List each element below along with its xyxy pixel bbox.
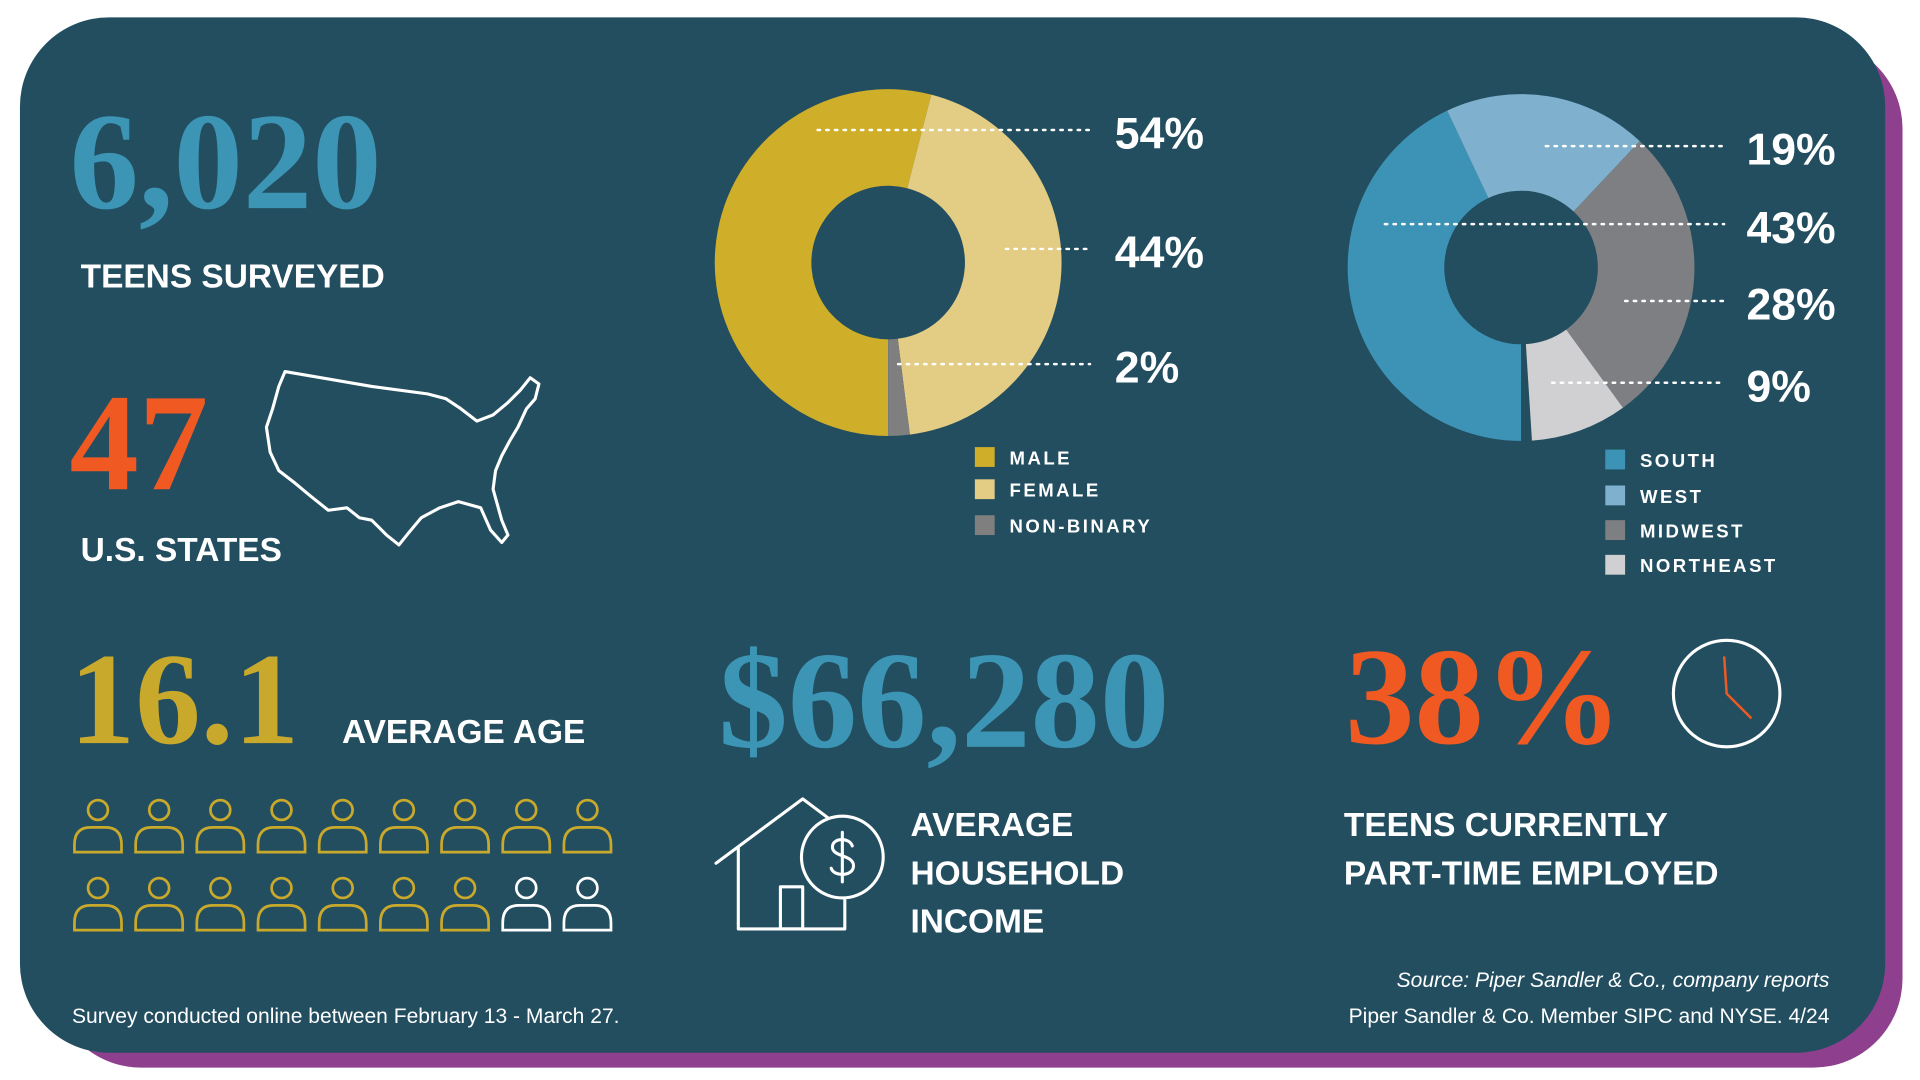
legend-swatch bbox=[1605, 554, 1626, 575]
employed-line: TEENS CURRENTLY bbox=[1344, 807, 1668, 844]
person-head bbox=[576, 876, 599, 900]
income-line: HOUSEHOLD bbox=[910, 855, 1124, 892]
footer-source: Source: Piper Sandler & Co., company rep… bbox=[1397, 969, 1830, 992]
person-body bbox=[317, 904, 368, 932]
person-head bbox=[270, 876, 293, 900]
person-body bbox=[440, 904, 490, 932]
person-body bbox=[440, 825, 490, 854]
person-head bbox=[270, 798, 293, 822]
age-label: AVERAGE AGE bbox=[342, 714, 585, 751]
legend-label: FEMALE bbox=[1010, 480, 1101, 501]
clock bbox=[1671, 638, 1782, 749]
states-value: 47 bbox=[69, 366, 208, 520]
person-head bbox=[86, 798, 110, 822]
legend-label: NORTHEAST bbox=[1640, 555, 1778, 576]
legend-swatch bbox=[974, 479, 995, 500]
donut-segment bbox=[888, 338, 910, 436]
legend-label: WEST bbox=[1640, 486, 1704, 507]
value-label: 9% bbox=[1746, 362, 1810, 411]
income-label: AVERAGE HOUSEHOLD INCOME bbox=[910, 807, 1133, 941]
legend-label: SOUTH bbox=[1640, 450, 1717, 471]
person-head bbox=[147, 876, 171, 900]
person-body bbox=[501, 904, 552, 932]
person-body bbox=[73, 904, 123, 932]
footer-note: Survey conducted online between February… bbox=[72, 1005, 620, 1028]
value-label: 2% bbox=[1115, 344, 1179, 393]
legend-swatch bbox=[1605, 520, 1626, 540]
person-head bbox=[514, 876, 538, 900]
donut-segment bbox=[1347, 110, 1522, 441]
person-body bbox=[379, 825, 429, 854]
person-body bbox=[73, 825, 123, 854]
person-head bbox=[453, 876, 477, 900]
income-line: AVERAGE bbox=[910, 807, 1073, 844]
person-head bbox=[576, 798, 599, 822]
employed-line: PART-TIME EMPLOYED bbox=[1344, 855, 1719, 892]
value-label: 43% bbox=[1746, 204, 1835, 253]
person-head bbox=[209, 798, 232, 822]
donut-segment bbox=[1447, 94, 1640, 212]
coin bbox=[799, 814, 885, 900]
person-body bbox=[317, 825, 368, 854]
person-body bbox=[134, 825, 185, 854]
person-body bbox=[562, 825, 613, 854]
employed-label: TEENS CURRENTLY PART-TIME EMPLOYED bbox=[1344, 807, 1719, 892]
person-body bbox=[256, 904, 307, 932]
value-label: 28% bbox=[1746, 281, 1835, 330]
footer-member: Piper Sandler & Co. Member SIPC and NYSE… bbox=[1349, 1005, 1830, 1028]
person-head bbox=[86, 876, 110, 900]
teens-label: TEENS SURVEYED bbox=[81, 258, 385, 295]
person-body bbox=[379, 904, 429, 932]
people-icons bbox=[73, 798, 613, 932]
house-icon bbox=[714, 797, 885, 931]
legend-swatch bbox=[1605, 485, 1626, 506]
states-label: U.S. STATES bbox=[81, 532, 282, 569]
door bbox=[778, 885, 805, 931]
value-label: 19% bbox=[1746, 126, 1835, 175]
value-label: 54% bbox=[1115, 110, 1204, 159]
donut-segment bbox=[1566, 141, 1695, 408]
teens-value: 6,020 bbox=[69, 85, 381, 239]
person-body bbox=[501, 825, 552, 854]
person-head bbox=[209, 876, 232, 900]
person-head bbox=[331, 876, 354, 900]
person-head bbox=[147, 798, 171, 822]
person-head bbox=[453, 798, 477, 822]
person-head bbox=[392, 798, 416, 822]
dollar bbox=[829, 830, 856, 884]
donut-segment bbox=[714, 89, 932, 436]
donut-segment bbox=[1525, 329, 1623, 441]
employed-value: 38% bbox=[1345, 620, 1622, 774]
donut-segment bbox=[897, 94, 1062, 435]
legend-label: MALE bbox=[1010, 447, 1072, 468]
person-body bbox=[195, 904, 246, 932]
person-body bbox=[256, 825, 307, 854]
us-map bbox=[264, 370, 541, 547]
person-body bbox=[562, 904, 613, 932]
legend-swatch bbox=[974, 447, 995, 467]
legend-label: NON-BINARY bbox=[1010, 516, 1153, 537]
age-value: 16.1 bbox=[69, 627, 299, 772]
income-value: $66,280 bbox=[718, 624, 1169, 778]
person-head bbox=[392, 876, 416, 900]
person-head bbox=[331, 798, 354, 822]
legend-label: MIDWEST bbox=[1640, 521, 1745, 542]
income-line: INCOME bbox=[910, 904, 1044, 941]
person-head bbox=[514, 798, 538, 822]
clock-hands bbox=[1722, 656, 1753, 720]
value-label: 44% bbox=[1115, 229, 1204, 278]
legend-swatch bbox=[1605, 449, 1626, 470]
legend-swatch bbox=[974, 515, 995, 536]
person-body bbox=[195, 825, 246, 854]
person-body bbox=[134, 904, 185, 932]
